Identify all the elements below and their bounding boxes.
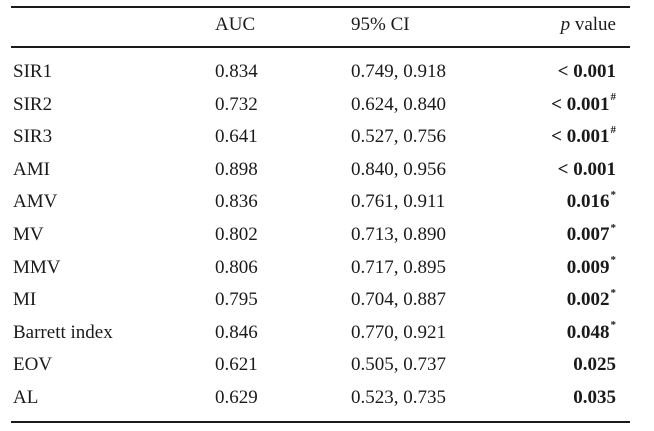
header-auc: AUC	[215, 14, 256, 35]
row-p-value: < 0.001	[558, 154, 616, 186]
significance-mark: #	[610, 123, 617, 136]
row-ci: 0.717, 0.895	[351, 256, 446, 278]
row-auc: 0.898	[215, 158, 258, 180]
p-value-text: 0.016	[566, 191, 610, 213]
table-row: MI 0.795 0.704, 0.887 0.002*	[0, 284, 654, 316]
row-auc: 0.629	[215, 387, 258, 408]
row-label: SIR2	[13, 93, 53, 115]
row-ci: 0.713, 0.890	[351, 224, 446, 245]
row-ci: 0.761, 0.911	[351, 191, 446, 213]
row-auc: 0.732	[215, 93, 258, 115]
p-value-text: < 0.001	[557, 158, 616, 180]
row-ci: 0.505, 0.737	[351, 354, 446, 376]
row-ci: 0.704, 0.887	[351, 289, 446, 311]
row-label: MV	[13, 224, 44, 245]
row-p-value: 0.002*	[567, 284, 616, 316]
significance-mark: *	[610, 319, 617, 332]
p-value-text: 0.009	[566, 256, 610, 278]
row-auc: 0.795	[215, 289, 258, 311]
header-ci: 95% CI	[351, 14, 410, 35]
header-p-italic: p	[560, 14, 571, 35]
table-row: MV 0.802 0.713, 0.890 0.007*	[0, 219, 654, 251]
table-row: AMI 0.898 0.840, 0.956 < 0.001	[0, 154, 654, 186]
significance-mark: *	[610, 286, 617, 299]
row-p-value: < 0.001#	[551, 89, 616, 121]
row-ci: 0.523, 0.735	[351, 387, 446, 408]
header-p-value: p value	[561, 9, 616, 41]
header-rule	[11, 46, 630, 48]
table-row: SIR1 0.834 0.749, 0.918 < 0.001	[0, 56, 654, 88]
row-auc: 0.802	[215, 224, 258, 245]
row-p-value: 0.025	[573, 349, 616, 381]
significance-mark: *	[610, 189, 617, 202]
header-p-rest: value	[570, 14, 616, 35]
row-ci: 0.840, 0.956	[351, 158, 446, 180]
row-auc: 0.806	[215, 256, 258, 278]
table-row: EOV 0.621 0.505, 0.737 0.025	[0, 349, 654, 381]
p-value-text: < 0.001	[551, 126, 610, 148]
row-label: EOV	[13, 354, 53, 376]
significance-mark: *	[610, 254, 617, 267]
table-row: MMV 0.806 0.717, 0.895 0.009*	[0, 252, 654, 284]
row-p-value: < 0.001	[558, 56, 616, 88]
table-row: AL 0.629 0.523, 0.735 0.035	[0, 382, 654, 414]
p-value-text: 0.025	[573, 354, 616, 376]
row-auc: 0.846	[215, 321, 258, 343]
p-value-text: 0.002	[566, 289, 610, 311]
row-p-value: 0.016*	[567, 186, 616, 218]
table-header-row: AUC 95% CI p value	[0, 9, 654, 41]
row-label: AMV	[13, 191, 58, 213]
row-p-value: 0.048*	[567, 317, 616, 349]
p-value-text: 0.035	[573, 387, 616, 408]
row-label: SIR1	[13, 61, 53, 82]
row-label: AMI	[13, 158, 50, 180]
row-p-value: 0.009*	[567, 252, 616, 284]
table-row: AMV 0.836 0.761, 0.911 0.016*	[0, 186, 654, 218]
p-value-text: 0.048	[566, 321, 610, 343]
row-p-value: 0.007*	[567, 219, 616, 251]
row-label: SIR3	[13, 126, 53, 148]
row-auc: 0.834	[215, 61, 258, 82]
row-ci: 0.624, 0.840	[351, 93, 446, 115]
table-row: SIR3 0.641 0.527, 0.756 < 0.001#	[0, 121, 654, 153]
row-ci: 0.527, 0.756	[351, 126, 446, 148]
significance-mark: #	[610, 91, 617, 104]
top-rule	[11, 6, 630, 8]
significance-mark: *	[610, 221, 617, 234]
row-auc: 0.621	[215, 354, 258, 376]
row-ci: 0.770, 0.921	[351, 321, 446, 343]
table-row: SIR2 0.732 0.624, 0.840 < 0.001#	[0, 89, 654, 121]
row-label: MMV	[13, 256, 61, 278]
row-label: AL	[13, 387, 39, 408]
p-value-text: 0.007	[566, 224, 610, 245]
table-row: Barrett index 0.846 0.770, 0.921 0.048*	[0, 317, 654, 349]
row-auc: 0.641	[215, 126, 258, 148]
row-ci: 0.749, 0.918	[351, 61, 446, 82]
row-p-value: < 0.001#	[551, 121, 616, 153]
bottom-rule	[11, 421, 630, 423]
row-auc: 0.836	[215, 191, 258, 213]
row-label: Barrett index	[13, 321, 113, 343]
p-value-text: < 0.001	[551, 93, 610, 115]
row-label: MI	[13, 289, 37, 311]
p-value-text: < 0.001	[557, 61, 616, 82]
row-p-value: 0.035	[573, 382, 616, 414]
